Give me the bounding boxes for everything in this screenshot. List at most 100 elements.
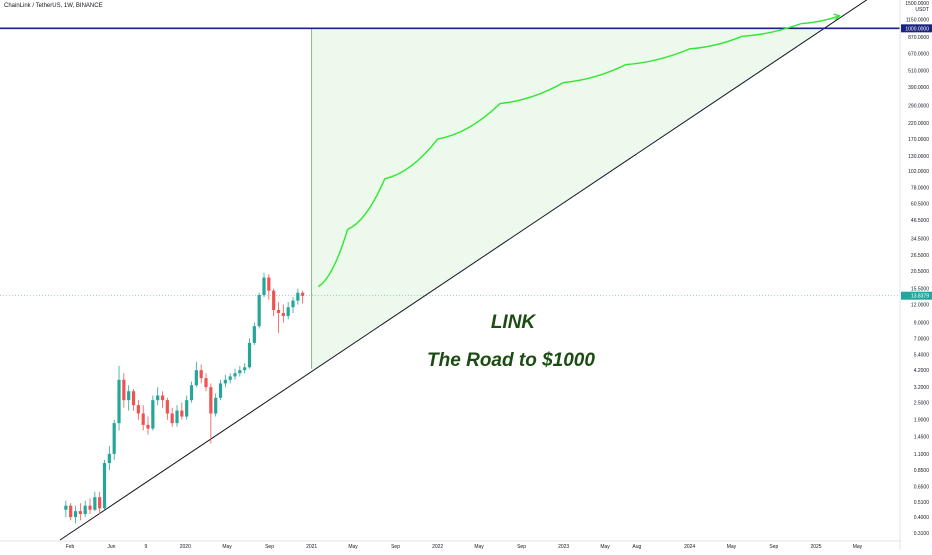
candle[interactable] [189, 381, 194, 403]
candle[interactable] [204, 373, 208, 392]
price-tick-label: 1150.0000 [906, 18, 929, 24]
candle[interactable] [117, 365, 121, 431]
candle-body [286, 307, 290, 317]
candle-body [122, 379, 126, 401]
candle[interactable] [209, 383, 213, 444]
candle[interactable] [214, 393, 218, 417]
candle[interactable] [165, 397, 169, 420]
price-tick-label: 3.2000 [914, 385, 930, 391]
price-tick-label: 1.9000 [914, 418, 930, 424]
trend-line[interactable] [59, 0, 932, 541]
candle-body [141, 413, 145, 425]
candle[interactable] [223, 374, 227, 388]
time-tick-label: Sep [265, 544, 274, 550]
candle-body [281, 312, 285, 317]
candle[interactable] [262, 272, 266, 298]
candle[interactable] [276, 302, 281, 334]
price-tick-label: 5.4000 [914, 352, 930, 358]
candle[interactable] [301, 290, 305, 304]
candle[interactable] [131, 389, 136, 411]
price-tick-label: 0.8500 [914, 468, 930, 474]
time-tick-label: 2024 [684, 544, 695, 550]
candle[interactable] [180, 402, 184, 420]
time-tick-label: 2021 [306, 544, 317, 550]
candle-body [218, 383, 223, 398]
candle[interactable] [233, 368, 237, 380]
candle-body [160, 395, 165, 401]
candle[interactable] [194, 361, 198, 388]
time-tick-label: 9 [145, 544, 148, 550]
candle[interactable] [151, 395, 155, 431]
candle[interactable] [136, 400, 140, 420]
price-tick-label: 78.0000 [911, 186, 929, 192]
candle[interactable] [257, 292, 261, 329]
time-tick-label: 2020 [180, 544, 191, 550]
projection-arrow[interactable] [317, 15, 840, 288]
target-price-badge [901, 24, 932, 33]
candle[interactable] [228, 373, 232, 384]
candle[interactable] [247, 338, 252, 369]
candle[interactable] [291, 297, 295, 313]
candle-body [262, 277, 266, 295]
candle-body [98, 497, 102, 509]
candle[interactable] [78, 503, 82, 521]
candle[interactable] [127, 385, 131, 411]
candle[interactable] [83, 500, 87, 518]
candle[interactable] [64, 500, 68, 518]
candle[interactable] [170, 407, 174, 427]
candle-body [69, 505, 73, 518]
candle[interactable] [88, 498, 92, 515]
candle-body [185, 400, 189, 417]
candle[interactable] [141, 405, 145, 431]
time-tick-label: 2023 [558, 544, 569, 550]
candle[interactable] [267, 274, 271, 300]
candle-body [247, 342, 252, 368]
time-tick-label: May [348, 544, 358, 550]
price-tick-label: 0.5100 [914, 500, 930, 506]
price-tick-label: 20.5000 [911, 269, 929, 275]
candle[interactable] [122, 373, 126, 408]
candle[interactable] [112, 419, 116, 460]
candle-body [112, 423, 116, 454]
candle-body [127, 391, 131, 401]
candle[interactable] [238, 365, 242, 377]
time-tick-label: 2022 [432, 544, 443, 550]
candle-body [78, 511, 82, 515]
time-tick-label: Sep [769, 544, 778, 550]
time-tick-label: Jun [107, 544, 115, 550]
candle[interactable] [185, 395, 189, 420]
candle[interactable] [146, 416, 150, 435]
candle[interactable] [243, 363, 247, 374]
candle[interactable] [156, 387, 160, 406]
candle[interactable] [286, 302, 290, 320]
candle[interactable] [102, 459, 107, 510]
candle[interactable] [69, 503, 73, 521]
candle[interactable] [175, 405, 179, 427]
price-tick-label: 0.4000 [914, 515, 930, 521]
price-tick-label: 670.0000 [908, 51, 929, 57]
price-tick-label: 0.3100 [914, 531, 930, 537]
price-tick-label: 870.0000 [908, 35, 929, 41]
candle-body [257, 294, 261, 327]
candle[interactable] [218, 379, 223, 401]
candle[interactable] [73, 505, 78, 524]
candle[interactable] [272, 288, 276, 317]
candle-body [165, 400, 169, 414]
candle[interactable] [252, 322, 256, 345]
arrow-head [833, 13, 841, 21]
candle[interactable] [107, 445, 111, 470]
candle[interactable] [281, 304, 285, 323]
candle[interactable] [93, 491, 97, 512]
candle[interactable] [160, 391, 165, 408]
price-tick-label: 12.0000 [911, 303, 929, 309]
candle[interactable] [98, 491, 102, 515]
candle-body [151, 400, 155, 429]
candle-body [238, 370, 242, 374]
candle[interactable] [296, 288, 300, 305]
price-tick-label: 1.1000 [914, 452, 930, 458]
candle[interactable] [199, 364, 203, 384]
time-tick-label: 2025 [810, 544, 821, 550]
candle-body [243, 367, 247, 371]
price-unit-label: USDT [915, 7, 929, 13]
